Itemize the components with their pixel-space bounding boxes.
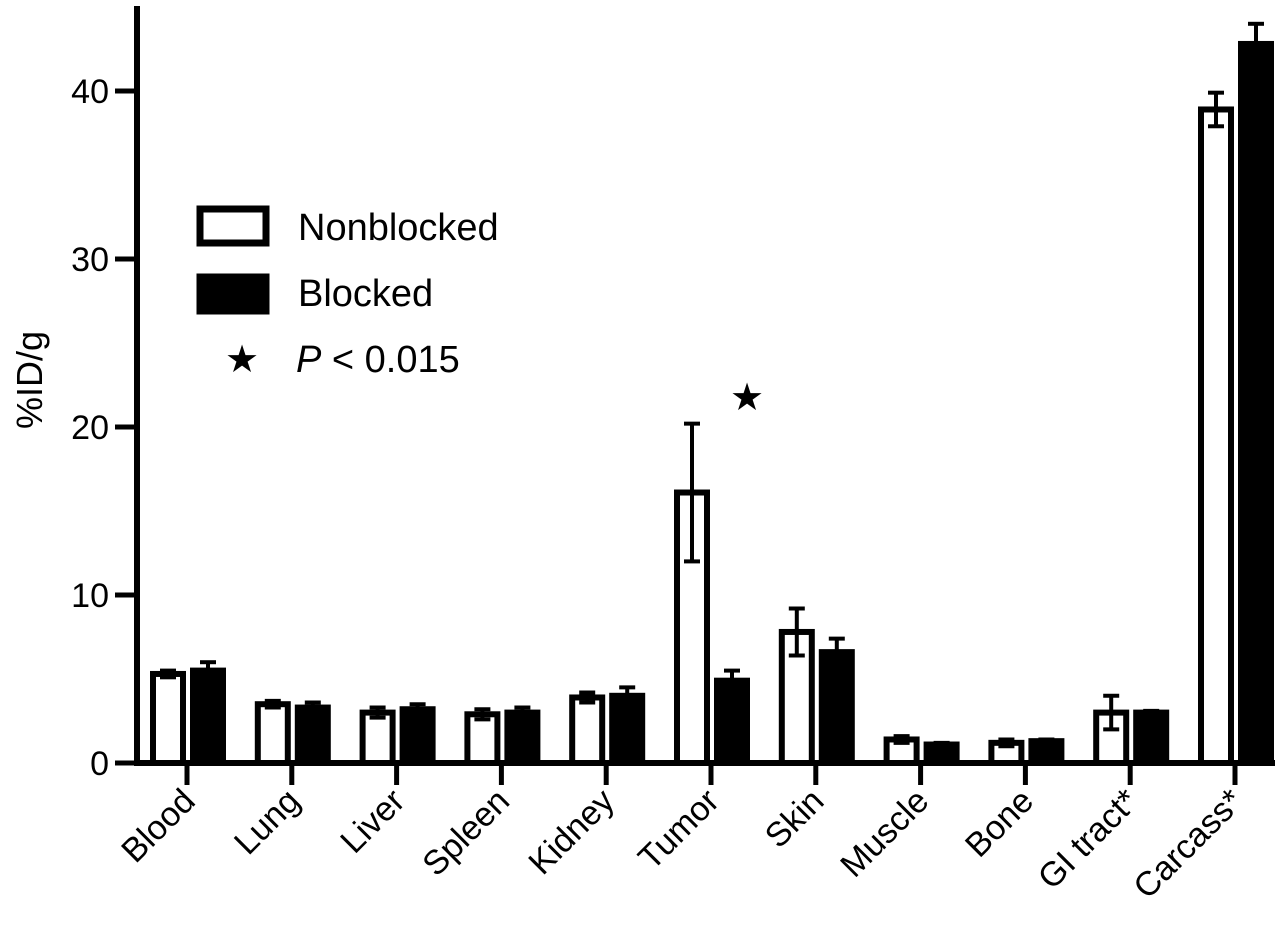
y-tick-label-20: 20 [71, 409, 109, 447]
category-label-spleen: Spleen [415, 782, 517, 884]
bar-blocked-tumor [714, 677, 750, 766]
bar-nonblocked-carcass [1198, 106, 1234, 767]
bar-blocked-skin [818, 649, 855, 766]
significance-star-icon: ★ [730, 377, 764, 419]
category-label-blood: Blood [114, 782, 202, 870]
legend: Nonblocked Blocked ★ P < 0.015 [196, 205, 499, 381]
legend-p-threshold: < 0.015 [321, 339, 459, 381]
bar-nonblocked-spleen [464, 711, 501, 767]
bar-blocked-liver [399, 706, 436, 766]
category-label-bone: Bone [958, 782, 1041, 865]
category-label-lung: Lung [227, 782, 307, 862]
bar-blocked-gi-tract [1133, 709, 1170, 766]
bar-blocked-bone [1028, 738, 1065, 766]
category-label-muscle: Muscle [833, 782, 936, 885]
bar-blocked-blood [190, 667, 226, 766]
bar-blocked-carcass [1238, 40, 1274, 766]
y-tick-label-40: 40 [71, 73, 109, 111]
labels: 0 10 20 30 40 Blood Lung Liver Spleen Kidney Tumor… [71, 73, 1250, 906]
legend-label-nonblocked: Nonblocked [298, 207, 499, 249]
bar-blocked-muscle [923, 741, 960, 767]
legend-swatch-blocked [196, 273, 270, 315]
legend-significance-label: P < 0.015 [296, 339, 460, 381]
category-label-liver: Liver [333, 782, 412, 861]
category-label-skin: Skin [758, 782, 832, 856]
y-tick-label-30: 30 [71, 241, 109, 279]
y-tick-label-0: 0 [90, 745, 109, 783]
bar-nonblocked-liver [359, 709, 396, 766]
legend-label-blocked: Blocked [298, 273, 433, 315]
category-label-kidney: Kidney [521, 782, 621, 882]
bar-nonblocked-kidney [569, 694, 606, 766]
y-axis-label: %ID/g [9, 331, 50, 429]
legend-p-letter: P [296, 339, 322, 381]
bar-nonblocked-blood [150, 670, 186, 767]
legend-significance-star-icon: ★ [225, 339, 259, 381]
bar-blocked-spleen [504, 709, 541, 766]
category-label-tumor: Tumor [631, 782, 726, 877]
y-tick-label-10: 10 [71, 577, 109, 615]
category-label-carcass: Carcass* [1126, 782, 1250, 906]
bar-blocked-kidney [609, 692, 646, 766]
bar-nonblocked-lung [254, 701, 291, 767]
bars [150, 21, 1274, 767]
bar-blocked-lung [294, 704, 331, 766]
legend-swatch-nonblocked [196, 205, 270, 247]
